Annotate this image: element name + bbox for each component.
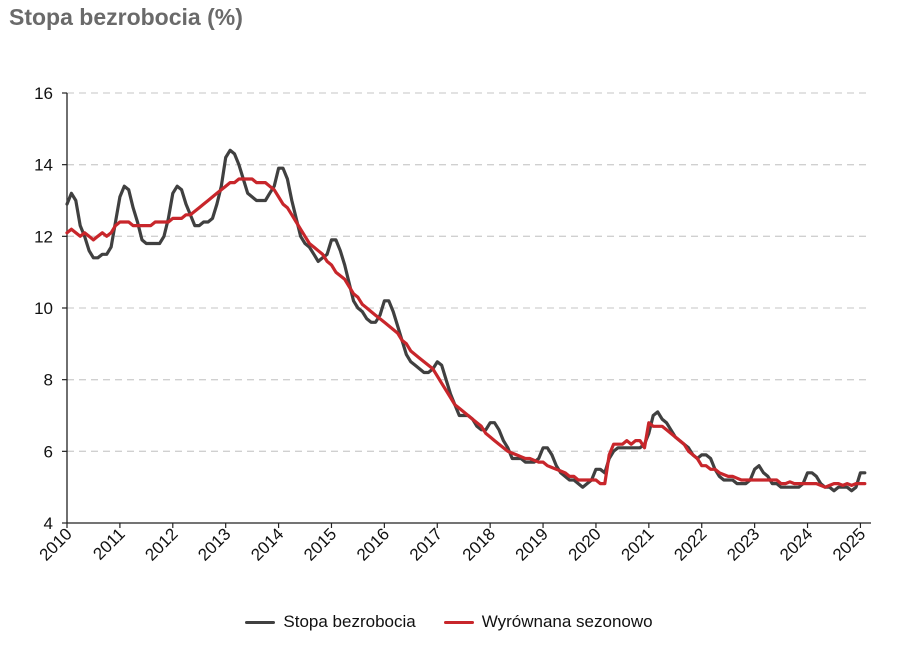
x-tick-label: 2025 xyxy=(829,524,869,564)
axes xyxy=(62,92,871,528)
x-tick-label: 2011 xyxy=(89,524,128,563)
y-tick-label: 6 xyxy=(44,442,53,461)
x-tick-label: 2015 xyxy=(300,524,340,564)
legend-item-stopa-bezrobocia: Stopa bezrobocia xyxy=(245,612,416,632)
series-line-wyrownana-sezonowo xyxy=(65,177,867,489)
legend-item-wyrownana-sezonowo: Wyrównana sezonowo xyxy=(443,612,653,632)
grid-lines xyxy=(67,92,871,452)
legend-label: Stopa bezrobocia xyxy=(283,612,416,631)
x-tick-label: 2012 xyxy=(141,524,181,564)
legend-label: Wyrównana sezonowo xyxy=(481,612,653,631)
x-tick-label: 2010 xyxy=(36,524,76,564)
x-axis-ticks: 2010 2011 2012 2013 2014 2015 2016 2017 2018 2019… xyxy=(36,524,870,564)
legend-swatch-stopa-bezrobocia xyxy=(245,620,276,624)
x-tick-label: 2014 xyxy=(247,524,287,564)
x-tick-label: 2017 xyxy=(406,524,446,564)
series-line-stopa-bezrobocia xyxy=(65,148,867,493)
y-tick-label: 14 xyxy=(34,156,53,175)
x-tick-label: 2019 xyxy=(512,524,552,564)
x-tick-label: 2020 xyxy=(565,524,605,564)
x-tick-label: 2018 xyxy=(459,524,499,564)
x-tick-label: 2022 xyxy=(670,524,710,564)
y-axis-ticks: 4 6 8 10 12 14 16 xyxy=(34,84,53,533)
legend: Stopa bezrobocia Wyrównana sezonowo xyxy=(0,612,898,632)
legend-swatch-wyrownana-sezonowo xyxy=(443,620,474,624)
y-tick-label: 8 xyxy=(44,371,53,390)
page-title: Stopa bezrobocia (%) xyxy=(9,4,243,30)
y-tick-label: 4 xyxy=(44,514,53,533)
y-tick-label: 16 xyxy=(34,84,53,103)
series-lines xyxy=(65,148,867,493)
x-tick-label: 2024 xyxy=(776,524,816,564)
x-tick-label: 2013 xyxy=(194,524,234,564)
x-tick-label: 2021 xyxy=(617,524,657,564)
y-tick-label: 10 xyxy=(34,299,53,318)
x-tick-label: 2016 xyxy=(353,524,393,564)
x-tick-label: 2023 xyxy=(723,524,763,564)
y-tick-label: 12 xyxy=(34,227,53,246)
